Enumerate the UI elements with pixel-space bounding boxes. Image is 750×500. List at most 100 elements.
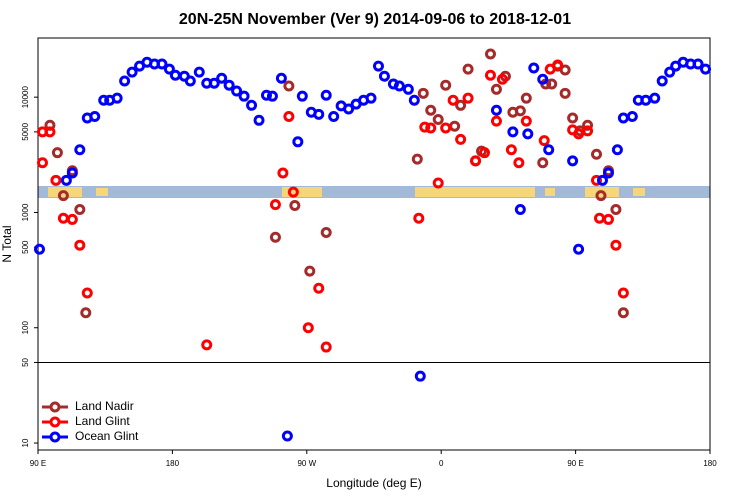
point (372, 60, 384, 72)
point (156, 58, 168, 70)
point (656, 75, 668, 87)
point (470, 155, 482, 167)
x-tick-label: 90 E (30, 459, 46, 468)
point (537, 73, 549, 85)
point (283, 80, 295, 92)
point (201, 339, 213, 351)
point (520, 115, 532, 127)
point (313, 108, 325, 120)
x-tick-label: 0 (439, 459, 444, 468)
point (514, 105, 526, 117)
point (89, 110, 101, 122)
point (81, 287, 93, 299)
point (432, 177, 444, 189)
point (320, 89, 332, 101)
map-ocean (38, 186, 710, 198)
point (413, 212, 425, 224)
legend-label: Land Nadir (75, 399, 134, 413)
point (163, 63, 175, 75)
point (51, 147, 63, 159)
point (238, 90, 250, 102)
point (582, 125, 594, 137)
point (537, 157, 549, 169)
point (289, 199, 301, 211)
point (440, 122, 452, 134)
point (484, 69, 496, 81)
point (520, 92, 532, 104)
point (626, 110, 638, 122)
legend-label: Ocean Glint (75, 429, 139, 443)
point (80, 307, 92, 319)
point (559, 64, 571, 76)
point (275, 72, 287, 84)
point (522, 128, 534, 140)
y-tick-label: 10000 (21, 85, 30, 108)
point (552, 59, 564, 71)
point (567, 155, 579, 167)
point (328, 110, 340, 122)
point (304, 265, 316, 277)
point (602, 167, 614, 179)
point (591, 148, 603, 160)
point (260, 89, 272, 101)
point (119, 75, 131, 87)
point (414, 370, 426, 382)
point (266, 90, 278, 102)
y-tick-label: 50 (21, 357, 30, 366)
point (692, 58, 704, 70)
point (296, 90, 308, 102)
map-land (633, 188, 645, 196)
point (559, 87, 571, 99)
point (231, 85, 243, 97)
point (216, 72, 228, 84)
point (700, 63, 712, 75)
point (447, 94, 459, 106)
point (610, 204, 622, 216)
point (281, 430, 293, 442)
point (462, 92, 474, 104)
point (582, 119, 594, 131)
point (513, 157, 525, 169)
point (283, 110, 295, 122)
point (455, 133, 467, 145)
point (223, 79, 235, 91)
map-strip (38, 186, 710, 198)
point (591, 174, 603, 186)
point (505, 144, 517, 156)
point (253, 114, 265, 126)
legend-marker (49, 416, 61, 428)
point (528, 62, 540, 74)
point (343, 103, 355, 115)
point (74, 204, 86, 216)
point (378, 70, 390, 82)
point (573, 128, 585, 140)
point (50, 174, 62, 186)
point (74, 144, 86, 156)
point (393, 80, 405, 92)
point (269, 199, 281, 211)
chart-title: 20N-25N November (Ver 9) 2014-09-06 to 2… (179, 11, 571, 28)
y-tick-label: 500 (21, 240, 30, 254)
point (287, 186, 299, 198)
map-land (415, 187, 535, 197)
point (596, 174, 608, 186)
x-tick-label: 90 W (297, 459, 316, 468)
point (320, 227, 332, 239)
point (440, 79, 452, 91)
point (573, 243, 585, 255)
point (408, 94, 420, 106)
series (33, 56, 712, 442)
point (60, 174, 72, 186)
point (425, 122, 437, 134)
point (208, 77, 220, 89)
point (292, 136, 304, 148)
point (320, 341, 332, 353)
x-axis-label: Longitude (deg E) (326, 476, 421, 490)
point (74, 239, 86, 251)
point (66, 167, 78, 179)
point (484, 48, 496, 60)
point (649, 92, 661, 104)
map-land (282, 187, 322, 197)
x-tick-label: 180 (703, 459, 717, 468)
